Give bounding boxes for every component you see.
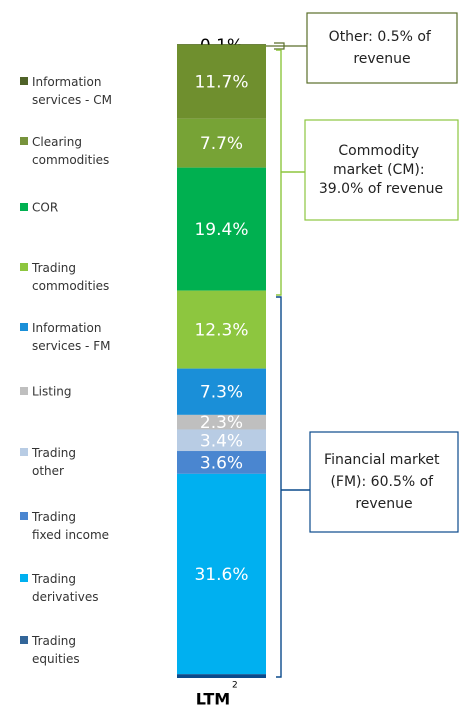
data-label: 31.6% <box>194 565 248 585</box>
bar-segment <box>177 451 266 474</box>
x-tick-label: LTM <box>196 690 230 707</box>
legend-label: Trading equities <box>31 634 80 666</box>
bar-segment <box>177 44 266 45</box>
legend-swatch <box>20 448 28 456</box>
legend-swatch <box>20 77 28 85</box>
legend-swatch <box>20 387 28 395</box>
legend-label: Clearing commodities <box>32 135 109 167</box>
footnote-mark: 2 <box>232 681 238 691</box>
data-label: 7.7% <box>200 134 243 154</box>
data-label: 12.3% <box>194 321 248 341</box>
legend-label: Trading fixed income <box>31 510 109 542</box>
legend-swatch <box>20 574 28 582</box>
annotation: Other: 0.5% of revenue <box>329 29 436 67</box>
legend-label: Listing <box>32 385 72 399</box>
bar-segment <box>177 473 266 675</box>
bar-segment <box>177 118 266 168</box>
legend-swatch <box>20 137 28 145</box>
bar-segment <box>177 429 266 452</box>
bar-segment <box>177 368 266 415</box>
legend-swatch <box>20 203 28 211</box>
bar-segment <box>177 44 266 119</box>
bar-segment <box>177 167 266 291</box>
note-box <box>309 431 459 533</box>
legend-label: Trading derivatives <box>31 572 99 604</box>
data-label: 19.4% <box>194 220 248 240</box>
legend-label: Information services - FM <box>32 321 110 353</box>
annotation: Financial market (FM): 60.5% of revenue <box>324 452 444 512</box>
bracket <box>276 296 310 678</box>
bar-segment <box>177 674 266 678</box>
legend-label: Trading commodities <box>31 261 109 293</box>
legend-swatch <box>20 636 28 644</box>
bracket <box>276 49 305 296</box>
data-label: 3.4% <box>200 431 243 451</box>
legend-swatch <box>20 323 28 331</box>
legend-swatch <box>20 263 28 271</box>
legend-label: Information services - CM <box>32 75 112 107</box>
data-label: 3.6% <box>200 453 243 473</box>
bar-segment <box>177 414 266 430</box>
data-label: 7.3% <box>200 383 243 403</box>
note-box <box>306 12 458 84</box>
annotation: Commodity market (CM): 39.0% of revenue <box>319 143 443 197</box>
bar-segment <box>177 290 266 369</box>
legend-label: Trading other <box>31 446 80 478</box>
bracket <box>266 42 307 50</box>
note-box <box>304 119 459 221</box>
data-label: 2.3% <box>200 413 243 433</box>
data-label: 11.7% <box>194 73 248 93</box>
legend-label: COR <box>32 201 58 215</box>
legend-swatch <box>20 512 28 520</box>
